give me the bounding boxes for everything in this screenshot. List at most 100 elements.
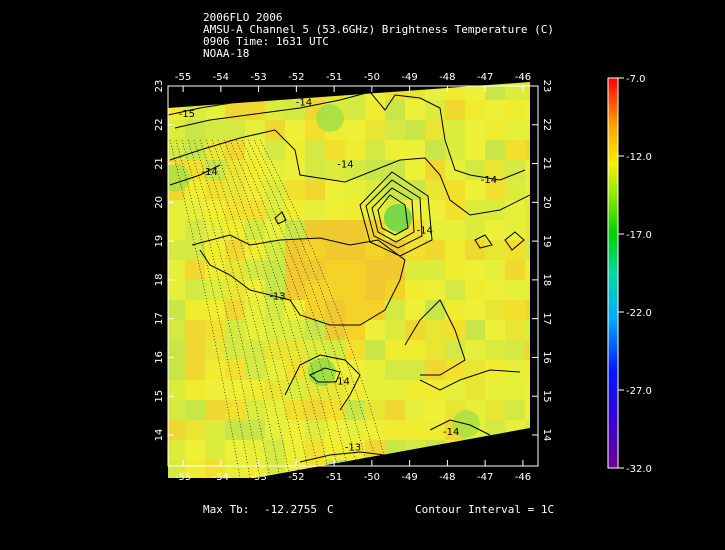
x-tick-label: -52 xyxy=(288,472,304,483)
field-tile xyxy=(245,340,265,360)
field-tile xyxy=(505,180,525,200)
contour-line xyxy=(284,354,361,411)
field-tile xyxy=(265,420,285,440)
field-tile xyxy=(465,240,485,260)
x-tick-label: -51 xyxy=(326,72,342,83)
field-tile xyxy=(425,300,445,320)
x-tick-label: -47 xyxy=(477,472,493,483)
field-tile xyxy=(405,140,425,160)
y-tick-label: 18 xyxy=(541,274,552,287)
field-tile xyxy=(245,460,265,478)
field-tile xyxy=(325,140,345,160)
plot-frame xyxy=(167,85,539,467)
field-tile xyxy=(305,240,325,260)
field-tile xyxy=(205,300,225,320)
field-tile xyxy=(525,340,530,360)
field-tile xyxy=(445,300,465,320)
field-tile xyxy=(365,280,385,300)
x-axis-ticks: -55 -55 -54 -54 -53 -53 -52 -52 -51 -51 -50 -50 -49 -… xyxy=(175,72,531,483)
field-tile xyxy=(168,220,185,240)
field-tile xyxy=(245,300,265,320)
field-tile xyxy=(525,240,530,260)
field-tile xyxy=(185,380,205,400)
field-tile xyxy=(225,320,245,340)
field-tile xyxy=(185,440,205,460)
field-tile xyxy=(265,340,285,360)
field-tile xyxy=(425,400,445,420)
y-tick-label: 14 xyxy=(154,429,165,442)
field-tile xyxy=(305,180,325,200)
field-tile xyxy=(405,260,425,280)
field-tile xyxy=(505,360,525,380)
y-tick-label: 14 xyxy=(541,429,552,442)
contour-line xyxy=(174,91,526,181)
field-tile xyxy=(485,340,505,360)
temperature-field xyxy=(168,82,530,478)
field-tile xyxy=(305,280,325,300)
contour-label: -14 xyxy=(296,97,312,108)
field-tile xyxy=(445,260,465,280)
max-tb-unit: C xyxy=(327,503,334,516)
field-tile xyxy=(385,400,405,420)
field-tile xyxy=(365,300,385,320)
field-tile xyxy=(405,340,425,360)
field-tile xyxy=(285,100,305,120)
field-tile xyxy=(245,400,265,420)
field-tile xyxy=(185,280,205,300)
field-tile xyxy=(185,460,205,478)
field-tile xyxy=(265,240,285,260)
field-tile xyxy=(525,380,530,400)
field-tile xyxy=(365,200,385,220)
contour-line xyxy=(309,367,341,383)
field-tile xyxy=(168,460,185,478)
field-tile xyxy=(525,160,530,180)
field-tile xyxy=(465,340,485,360)
chart-satellite: NOAA-18 xyxy=(203,47,250,60)
field-tile xyxy=(485,320,505,340)
field-tile xyxy=(205,380,225,400)
field-tile xyxy=(205,460,225,478)
field-tile xyxy=(168,300,185,320)
field-tile xyxy=(285,340,305,360)
y-tick-label: 23 xyxy=(541,80,552,93)
max-tb-value: -12.2755 xyxy=(264,503,317,516)
field-tile xyxy=(465,220,485,240)
x-tick-label: -48 xyxy=(439,72,455,83)
field-tile xyxy=(445,180,465,200)
field-tile xyxy=(345,420,365,440)
field-tile xyxy=(365,400,385,420)
y-tick-label: 19 xyxy=(154,235,165,248)
field-tile xyxy=(505,120,525,140)
contour-line xyxy=(359,171,433,257)
contour-label: -13 xyxy=(269,291,285,302)
field-tile xyxy=(168,200,185,220)
field-tile xyxy=(285,260,305,280)
field-tile xyxy=(425,140,445,160)
field-tile xyxy=(205,140,225,160)
field-tile xyxy=(205,220,225,240)
edge-contour xyxy=(193,139,281,478)
field-tile xyxy=(265,440,285,460)
edge-contour xyxy=(247,139,371,478)
edge-contour xyxy=(217,139,321,478)
field-tile xyxy=(425,240,445,260)
field-tile xyxy=(485,200,505,220)
field-tile xyxy=(445,200,465,220)
field-tile xyxy=(345,340,365,360)
field-tile xyxy=(345,100,365,120)
field-tile xyxy=(325,260,345,280)
field-tile xyxy=(405,320,425,340)
field-tile xyxy=(365,420,385,440)
field-tile xyxy=(485,140,505,160)
field-tile xyxy=(465,260,485,280)
edge-contour xyxy=(169,139,241,478)
field-tile xyxy=(285,220,305,240)
field-tile xyxy=(168,380,185,400)
field-tile xyxy=(245,280,265,300)
field-tile xyxy=(265,140,285,160)
field-tile xyxy=(365,220,385,240)
field-tile xyxy=(305,160,325,180)
contour-label: -14 xyxy=(443,427,459,438)
field-tile xyxy=(365,260,385,280)
